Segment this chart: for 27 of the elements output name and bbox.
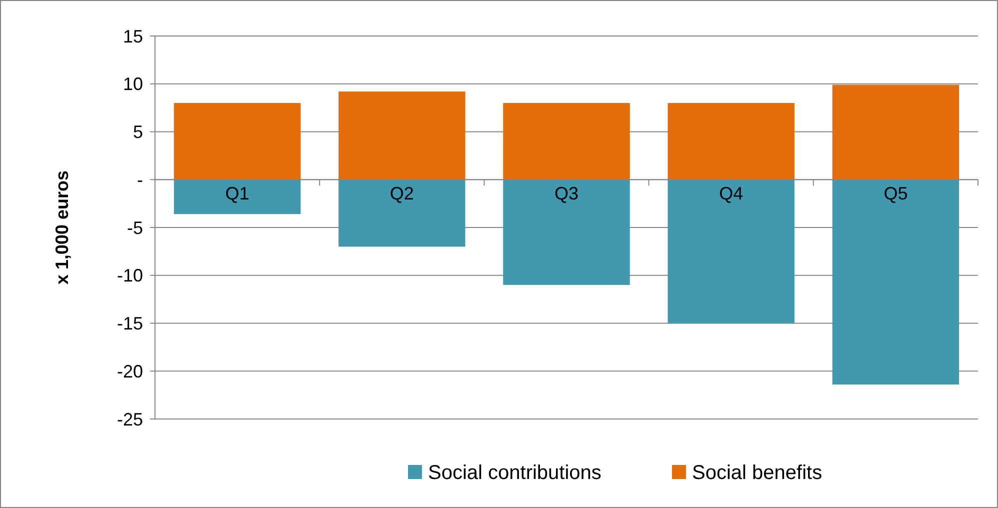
x-tick-label: Q2: [390, 184, 414, 204]
bar: [832, 180, 960, 385]
x-tick-label: Q3: [554, 184, 579, 204]
bar: [668, 103, 794, 180]
y-tick-label: 15: [122, 26, 143, 46]
bar: [338, 92, 466, 180]
x-tick-label: Q4: [719, 184, 744, 204]
bar: [338, 180, 466, 247]
bar: [668, 180, 794, 324]
bar: [174, 103, 301, 180]
bar: [174, 180, 301, 214]
bar: [832, 84, 960, 180]
y-tick-label: -10: [116, 266, 143, 286]
x-tick-label: Q1: [225, 184, 250, 204]
y-tick-label: -20: [116, 361, 143, 382]
bar: [503, 103, 630, 180]
y-tick-label: -: [137, 170, 143, 190]
y-axis-title: x 1,000 euros: [52, 170, 72, 285]
legend-label: Social benefits: [692, 462, 822, 484]
legend-label: Social contributions: [428, 462, 602, 484]
y-tick-label: -5: [126, 218, 143, 238]
y-tick-label: -15: [116, 314, 143, 334]
y-tick-label: 5: [132, 122, 143, 142]
bar: [503, 180, 630, 285]
x-tick-label: Q5: [884, 184, 908, 204]
y-tick-label: -25: [116, 409, 143, 430]
y-tick-label: 10: [122, 74, 143, 94]
